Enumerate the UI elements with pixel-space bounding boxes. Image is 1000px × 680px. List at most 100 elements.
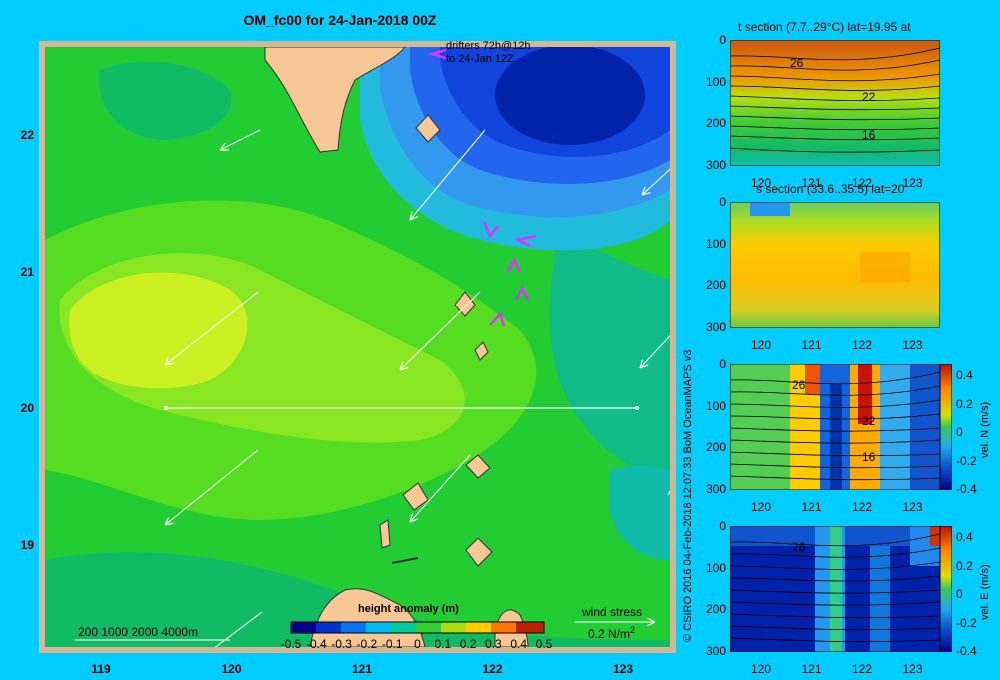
depth-tick: 100 <box>705 560 726 575</box>
salinity-section <box>730 202 940 328</box>
land-island <box>465 454 491 479</box>
land-island <box>474 341 489 361</box>
vel-north-colorbar <box>940 364 952 490</box>
map-lon-tick: 122 <box>482 662 503 676</box>
colorbar-tick: 0 <box>414 637 421 651</box>
depth-tick: 300 <box>705 157 726 172</box>
contour-label: 26 <box>792 540 806 554</box>
section-lon-tick: 121 <box>801 338 822 352</box>
map-lat-tick: 22 <box>20 128 34 142</box>
contour-label: 22 <box>862 90 876 104</box>
contour-label: 26 <box>790 56 804 70</box>
section-lon-tick: 123 <box>902 176 923 190</box>
panel-title: t section (7.7..29°C) lat=19.95 at <box>738 20 911 34</box>
contour-label: 16 <box>862 450 876 464</box>
vel-east-label: vel. E (m/s) <box>979 564 991 620</box>
depth-tick: 100 <box>705 236 726 251</box>
depth-tick: 0 <box>719 195 726 209</box>
colorbar-tick: 0.5 <box>535 637 553 651</box>
drifter-tracks <box>427 48 537 327</box>
depth-tick: 300 <box>705 319 726 334</box>
vel-east-colorbar <box>940 526 952 652</box>
vel-colorbar-tick: 0.4 <box>956 530 973 544</box>
section-lon-tick: 123 <box>902 338 923 352</box>
section-lon-tick: 121 <box>801 662 822 676</box>
contour-label: 16 <box>862 128 876 142</box>
vel-colorbar-tick: 0 <box>956 425 963 439</box>
wind-scale-sup: 2 <box>630 625 636 635</box>
wind-stress-arrows <box>165 129 670 647</box>
anomaly-min-zone <box>495 47 645 145</box>
section-lon-tick: 120 <box>750 176 772 190</box>
depth-tick: 200 <box>705 116 726 130</box>
section-lon-tick: 122 <box>851 500 873 514</box>
vel-colorbar-tick: 0.2 <box>956 558 973 573</box>
drifters-line: drifters 72h@12h <box>446 40 531 52</box>
section-lon-tick: 122 <box>851 338 873 352</box>
wind-stress-scale: 0.2 N/m2 <box>588 625 635 641</box>
copyright-text: © CSIRO 2016 04-Feb-2018 12:07:33 BoM Oc… <box>682 349 694 642</box>
colorbar-tick: -0.5 <box>280 637 302 651</box>
colorbar-tick: 0.2 <box>459 637 477 651</box>
colorbar-tick: -0.4 <box>305 637 327 651</box>
colorbar-tick: -0.1 <box>381 637 403 651</box>
map-lat-tick: 20 <box>20 401 34 415</box>
vel-colorbar-tick: 0.2 <box>956 396 973 411</box>
colorbar-tick: -0.3 <box>331 637 352 651</box>
section-lon-tick: 121 <box>801 500 822 514</box>
section-lon-tick: 122 <box>851 662 873 676</box>
colorbar-tick: 0.4 <box>510 637 528 651</box>
wind-scale-value: 0.2 N/m <box>588 627 631 641</box>
colorbar-title: height anomaly (m) <box>358 603 459 615</box>
vel-north-label: vel. N (m/s) <box>979 401 991 458</box>
depth-tick: 100 <box>705 398 726 413</box>
vel-colorbar-tick: 0 <box>956 587 963 601</box>
depth-tick: 0 <box>719 33 726 47</box>
height-anomaly-map <box>39 41 676 653</box>
panel-title: s section (33.6..35.5) lat=20 <box>756 182 905 196</box>
depth-tick: 200 <box>705 278 726 292</box>
section-lon-tick: 123 <box>902 662 923 676</box>
anomaly-zone <box>549 230 670 480</box>
depth-tick: 300 <box>705 643 726 658</box>
map-lon-tick: 123 <box>612 662 634 676</box>
map-lat-tick: 21 <box>20 264 34 279</box>
vel-colorbar-tick: -0.2 <box>956 453 977 468</box>
vel-colorbar-tick: 0.4 <box>956 368 973 382</box>
vel-colorbar-tick: -0.2 <box>956 615 977 630</box>
colorbar-tick: 0.3 <box>485 637 502 651</box>
land-taiwan <box>264 47 406 153</box>
map-title: OM_fc00 for 24-Jan-2018 00Z <box>243 12 437 28</box>
contour-label: 26 <box>792 378 806 392</box>
colorbar-tick: 0.1 <box>434 637 452 651</box>
map-lon-tick: 121 <box>351 662 373 676</box>
section-lon-tick: 120 <box>750 338 772 352</box>
contour-label: 22 <box>862 414 876 428</box>
wind-stress-label: wind stress <box>582 605 643 619</box>
land-island <box>379 519 391 549</box>
vel-east-section <box>730 526 940 652</box>
depth-tick: 0 <box>719 357 726 371</box>
section-lon-tick: 122 <box>851 176 873 190</box>
land-island <box>465 537 493 567</box>
depth-legend: 200 1000 2000 4000m <box>78 625 199 639</box>
depth-tick: 200 <box>705 602 726 616</box>
depth-tick: 300 <box>705 481 726 496</box>
drifters-line: to 24-Jan 12Z <box>446 53 514 65</box>
land-island <box>454 291 476 317</box>
section-lon-tick: 123 <box>902 500 923 514</box>
section-endpoint <box>635 406 639 410</box>
depth-tick: 200 <box>705 440 726 454</box>
anomaly-zone <box>99 61 232 140</box>
section-lon-tick: 121 <box>801 176 822 190</box>
land-island <box>415 114 441 143</box>
land-island <box>402 482 429 511</box>
drifters-caption: drifters 72h@12h to 24-Jan 12Z <box>446 40 531 66</box>
map-lon-tick: 120 <box>221 662 242 676</box>
section-endpoint <box>164 406 168 410</box>
colorbar-tick: -0.2 <box>356 637 378 651</box>
vel-colorbar-tick: -0.4 <box>956 482 977 496</box>
anomaly-zone <box>610 465 670 560</box>
vel-colorbar-tick: -0.4 <box>956 644 977 658</box>
height-anomaly-colorbar <box>290 621 545 634</box>
